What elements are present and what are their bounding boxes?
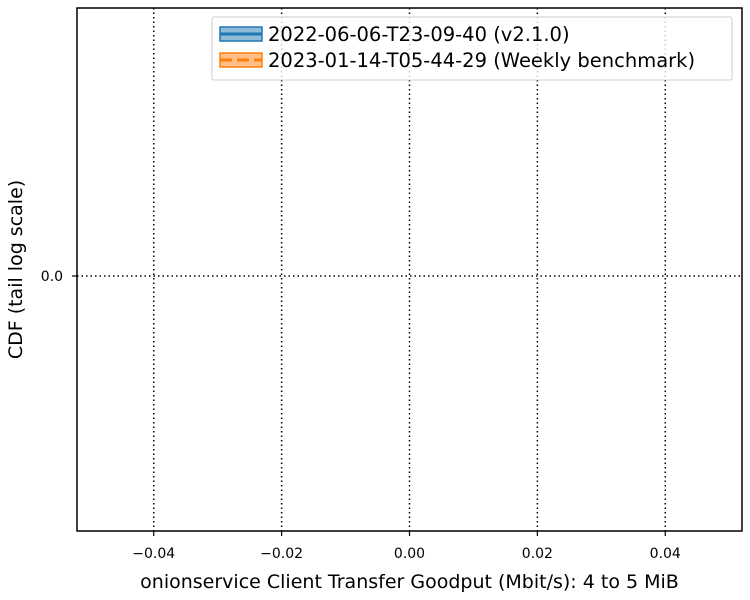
y-tick-label: 0.0 [41, 269, 63, 285]
legend-box [211, 16, 733, 81]
legend: 2022-06-06-T23-09-40 (v2.1.0) 2023-01-14… [211, 16, 733, 81]
x-tick-label: 0.02 [522, 546, 553, 562]
x-tick-label: −0.04 [132, 546, 175, 562]
x-axis-ticks: −0.04 −0.02 0.00 0.02 0.04 [132, 531, 681, 562]
x-tick-label: 0.00 [394, 546, 425, 562]
legend-entry-series-1: 2022-06-06-T23-09-40 (v2.1.0) [219, 23, 570, 46]
y-axis-label: CDF (tail log scale) [5, 180, 27, 359]
x-tick-label: −0.02 [260, 546, 303, 562]
legend-label-series-2: 2023-01-14-T05-44-29 (Weekly benchmark) [268, 49, 695, 72]
x-tick-label: 0.04 [650, 546, 681, 562]
y-axis-ticks: 0.0 [41, 269, 77, 285]
legend-entry-series-2: 2023-01-14-T05-44-29 (Weekly benchmark) [219, 49, 695, 72]
legend-label-series-1: 2022-06-06-T23-09-40 (v2.1.0) [268, 23, 570, 46]
x-axis-label: onionservice Client Transfer Goodput (Mb… [140, 571, 679, 593]
grid-lines [77, 8, 742, 531]
